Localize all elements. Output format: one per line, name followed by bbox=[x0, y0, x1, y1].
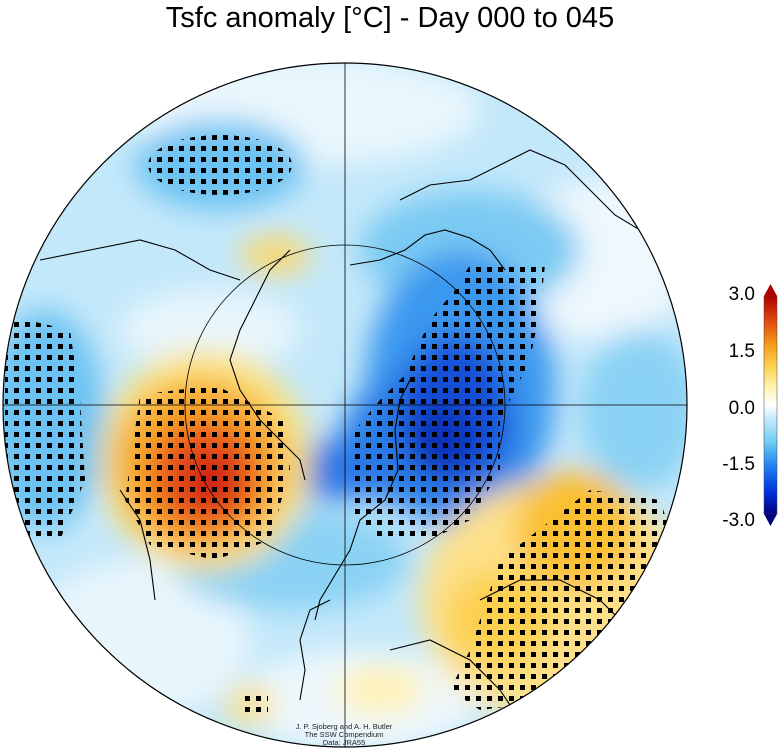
credit-data: Data: JRA55 bbox=[322, 738, 366, 747]
credit-text: J. P. Sjoberg and A. H. Butler The SSW C… bbox=[274, 723, 414, 747]
map-boundary bbox=[2, 62, 688, 748]
colorbar-tick-0: 0.0 bbox=[728, 398, 755, 419]
colorbar-tick-3: 3.0 bbox=[728, 284, 755, 305]
significance-stippling bbox=[5, 135, 680, 712]
colorbar-tick-1-5: 1.5 bbox=[728, 341, 755, 362]
colorbar-tick-neg-1-5: -1.5 bbox=[722, 454, 755, 475]
credit-source: The SSW Compendium bbox=[304, 730, 384, 739]
anomaly-field bbox=[3, 63, 687, 747]
colorbar bbox=[763, 284, 778, 526]
graticule bbox=[3, 63, 687, 747]
map-title: Tsfc anomaly [°C] - Day 000 to 045 bbox=[165, 2, 615, 34]
colorbar-tick-neg-3: -3.0 bbox=[722, 510, 755, 531]
coastlines bbox=[39, 149, 661, 721]
credit-authors: J. P. Sjoberg and A. H. Butler bbox=[295, 722, 393, 731]
